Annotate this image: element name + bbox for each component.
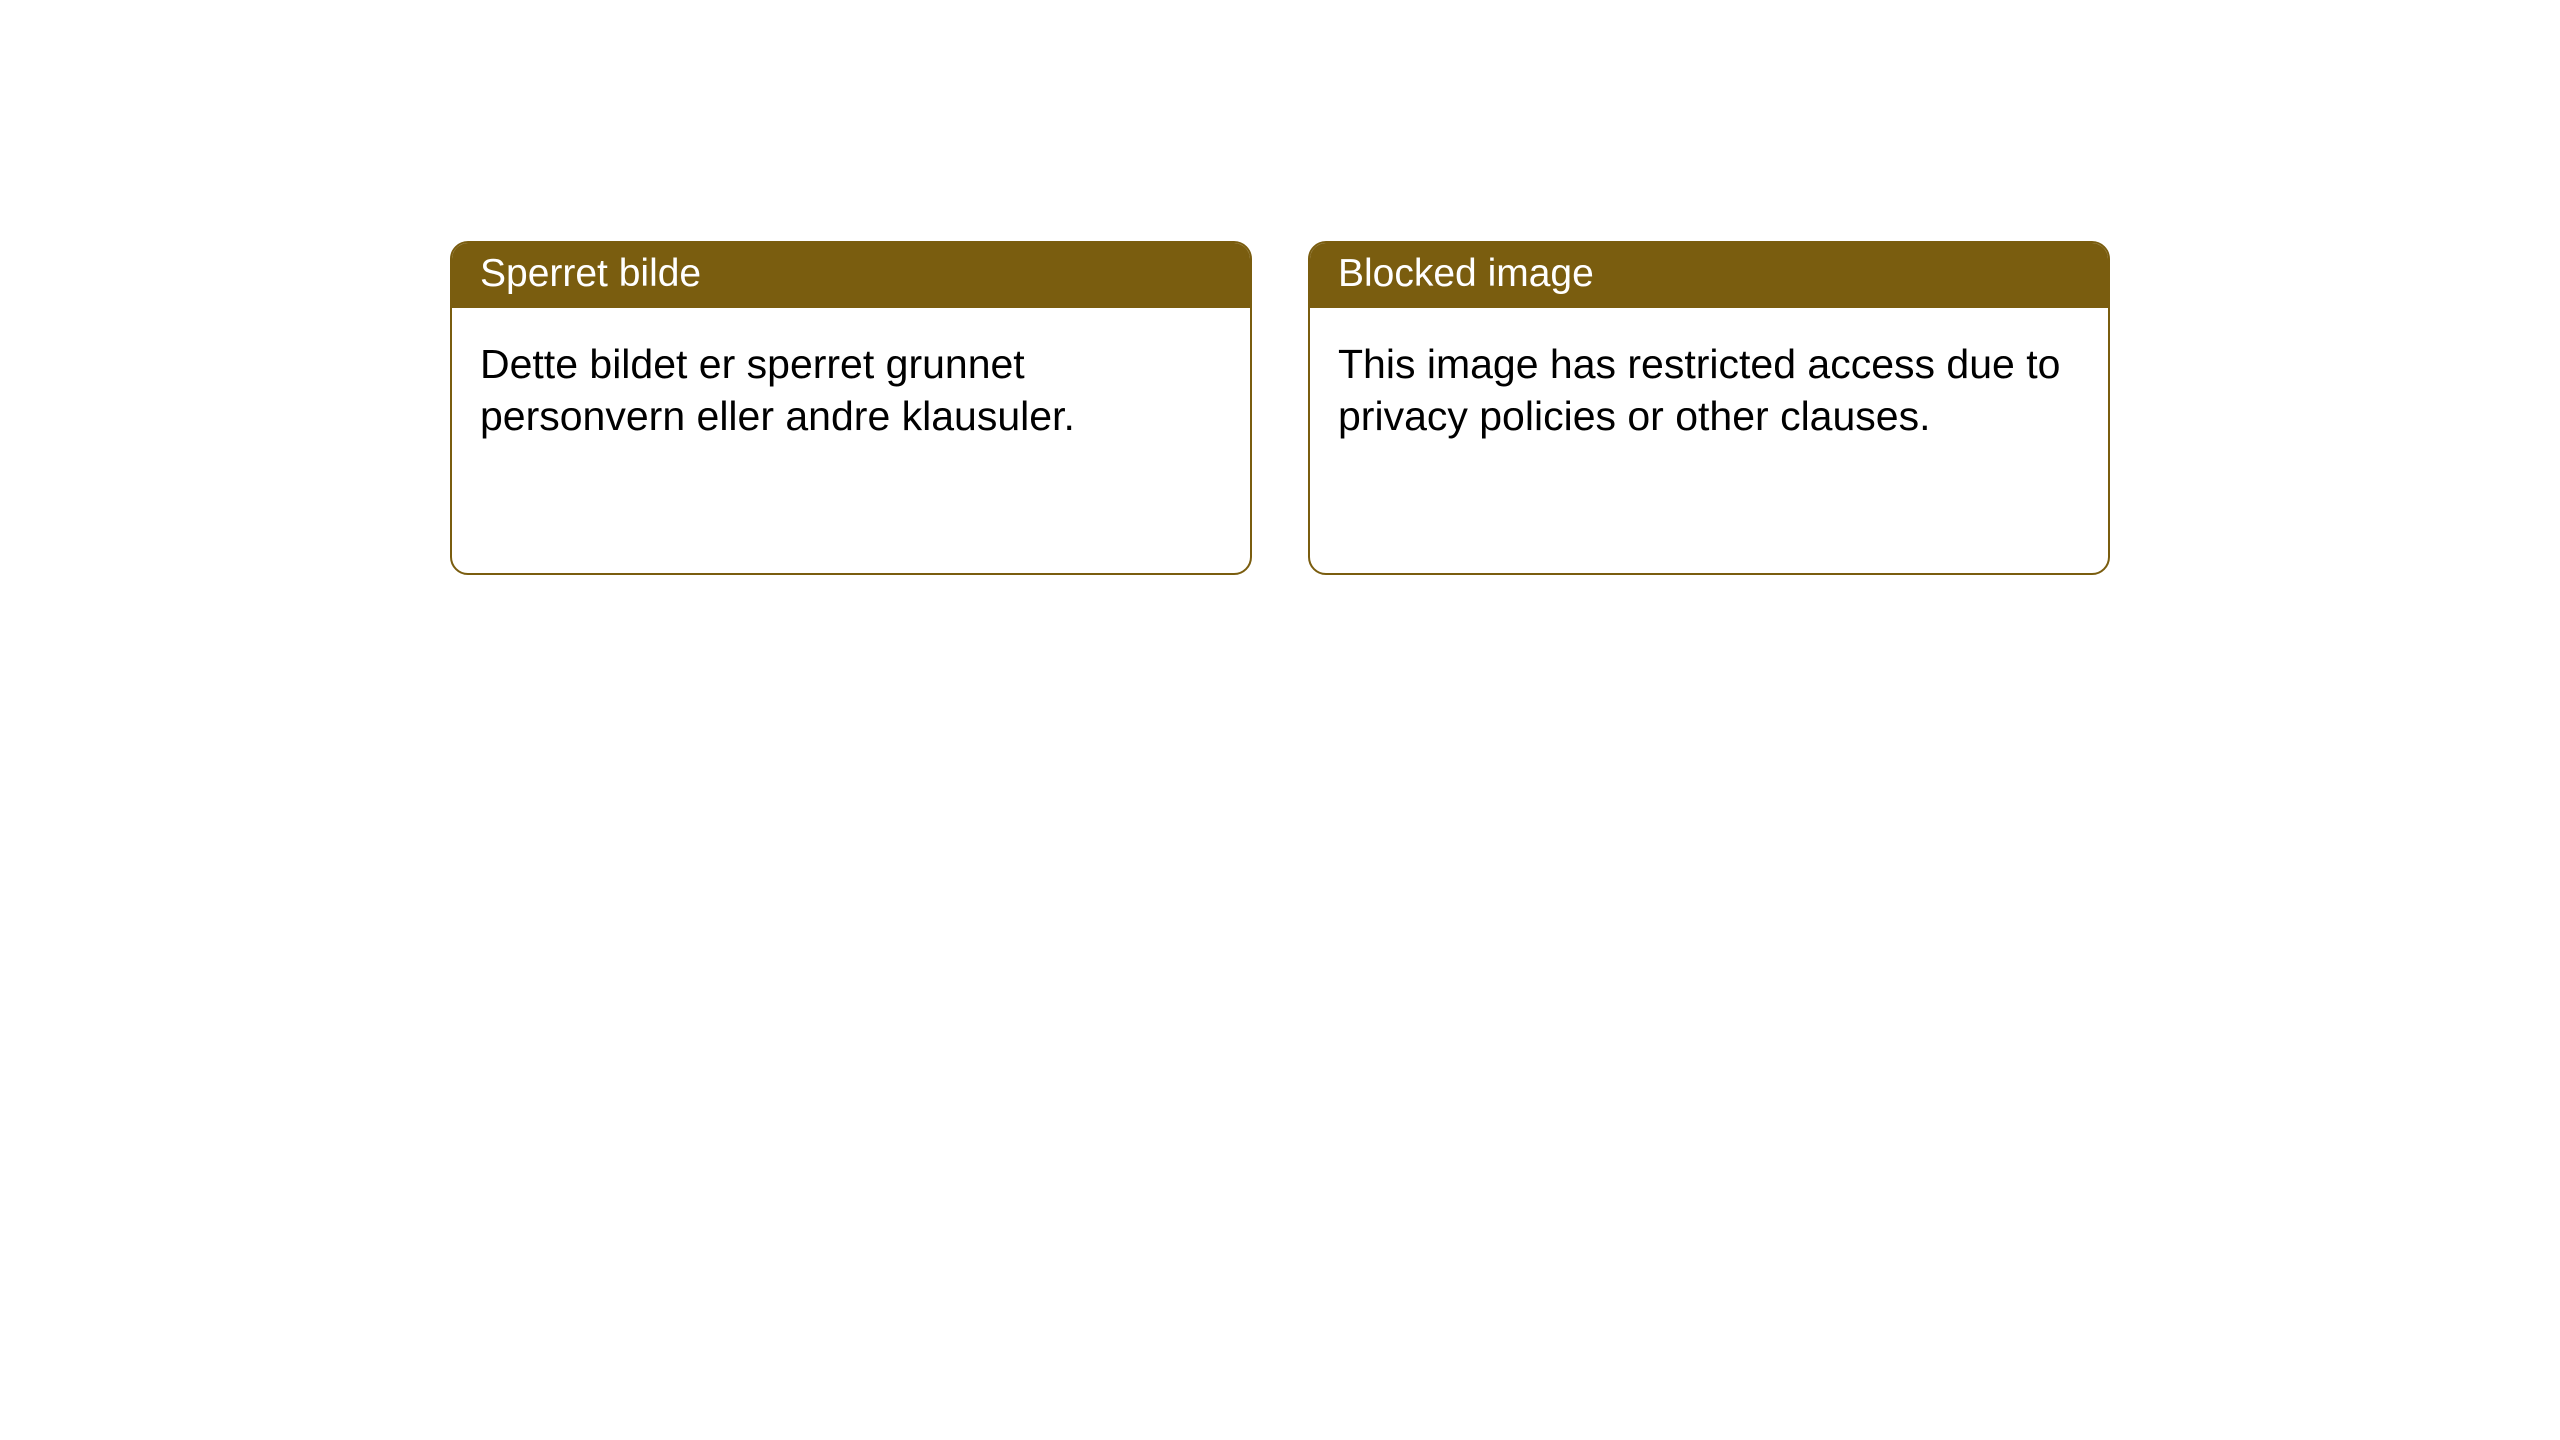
notice-body-norwegian: Dette bildet er sperret grunnet personve… — [452, 308, 1250, 473]
notice-title-norwegian: Sperret bilde — [452, 243, 1250, 308]
notice-card-norwegian: Sperret bilde Dette bildet er sperret gr… — [450, 241, 1252, 575]
notice-card-english: Blocked image This image has restricted … — [1308, 241, 2110, 575]
notice-title-english: Blocked image — [1310, 243, 2108, 308]
notice-body-english: This image has restricted access due to … — [1310, 308, 2108, 473]
notice-container: Sperret bilde Dette bildet er sperret gr… — [0, 0, 2560, 575]
